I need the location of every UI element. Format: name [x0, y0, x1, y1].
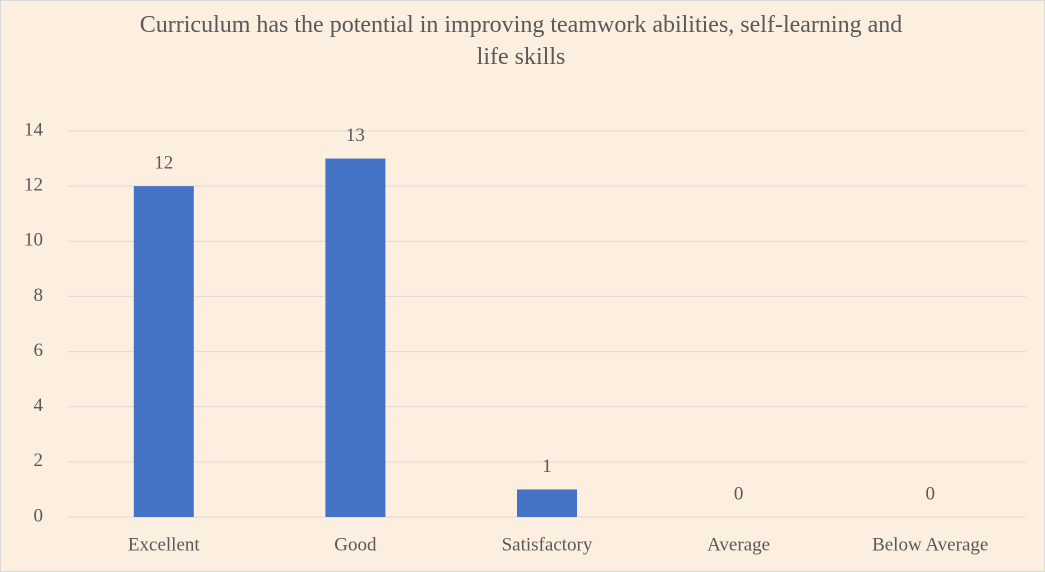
data-label: 13	[346, 125, 365, 146]
y-tick-label: 2	[34, 450, 44, 471]
data-label: 1	[542, 456, 552, 477]
y-tick-label: 8	[34, 285, 44, 306]
y-tick-label: 4	[34, 395, 44, 416]
bar	[325, 158, 386, 518]
y-tick-label: 14	[24, 119, 44, 140]
y-tick-label: 10	[24, 230, 43, 251]
y-tick-label: 12	[24, 175, 43, 196]
data-label: 0	[734, 483, 744, 504]
x-tick-label: Good	[334, 534, 377, 555]
data-label: 12	[154, 153, 173, 174]
y-tick-label: 0	[34, 505, 44, 526]
x-tick-label: Below Average	[872, 534, 988, 555]
bar	[133, 186, 194, 517]
x-tick-label: Excellent	[128, 534, 200, 555]
x-tick-label: Average	[707, 534, 770, 555]
data-label: 0	[925, 483, 935, 504]
chart-title: Curriculum has the potential in improvin…	[139, 12, 903, 70]
x-tick-label: Satisfactory	[502, 534, 593, 555]
bar	[517, 489, 577, 517]
y-tick-label: 6	[34, 340, 44, 361]
